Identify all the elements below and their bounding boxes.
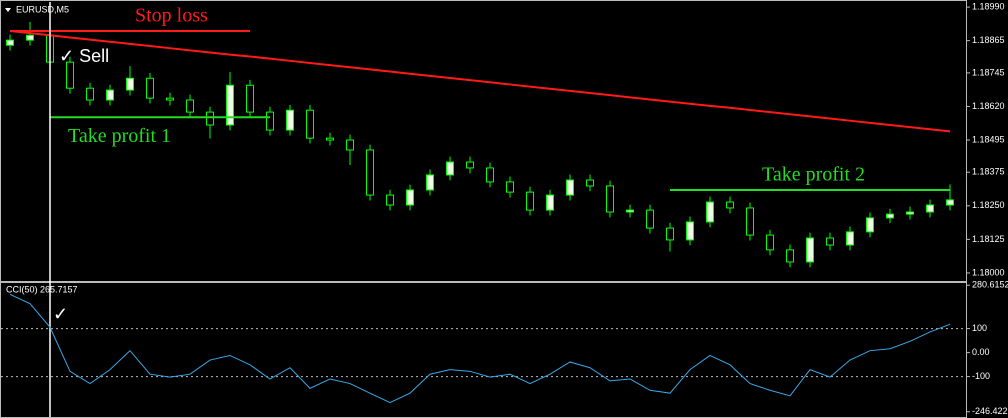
candle-body (926, 204, 934, 213)
candle-body (26, 34, 34, 41)
candle-body (706, 201, 714, 223)
y-tick-label: -100 (972, 371, 990, 381)
cci-line (9, 293, 951, 404)
signal-check: ✓ (53, 304, 68, 324)
y-tick-label: 1.18250 (972, 200, 1005, 210)
candle-body (646, 209, 654, 229)
candle-body (726, 201, 734, 209)
candle-body (106, 89, 114, 101)
candle-body (606, 185, 614, 213)
candle-body (806, 237, 814, 263)
cci-panel (0, 282, 967, 418)
candle-body (186, 99, 194, 113)
y-tick-label: 100 (972, 323, 987, 333)
y-tick-label: 1.18495 (972, 134, 1005, 144)
candle-body (546, 194, 554, 211)
candle-body (226, 84, 234, 126)
candle-body (886, 213, 894, 219)
y-tick-label: 1.18375 (972, 167, 1005, 177)
candle-body (526, 191, 534, 211)
candle-body (406, 189, 414, 206)
candle-body (166, 97, 174, 101)
candle-body (266, 111, 274, 131)
candle-body (586, 179, 594, 187)
level-label: Stop loss (135, 5, 208, 27)
y-tick-label: 1.18620 (972, 101, 1005, 111)
candle-body (66, 61, 74, 89)
menu-arrow (5, 8, 11, 12)
candle-body (826, 237, 834, 246)
candle-body (666, 227, 674, 241)
candle-body (446, 161, 454, 176)
y-tick-label: 1.18990 (972, 1, 1005, 11)
candle-body (786, 249, 794, 263)
candle-body (566, 179, 574, 196)
chart-title: EURUSD,M5 (16, 4, 69, 14)
candle-body (366, 149, 374, 196)
candle-body (326, 137, 334, 141)
candle-body (746, 207, 754, 236)
candle-body (6, 39, 14, 46)
candle-body (426, 174, 434, 191)
level-label: Take profit 2 (762, 164, 865, 186)
candle-body (486, 167, 494, 183)
y-tick-label: 1.18745 (972, 67, 1005, 77)
candle-body (766, 234, 774, 251)
candle-body (906, 211, 914, 215)
moving-average (9, 30, 951, 133)
y-tick-label: 1.18125 (972, 234, 1005, 244)
candle-body (506, 181, 514, 193)
y-tick-label: 1.18000 (972, 267, 1005, 277)
candle-body (286, 109, 294, 131)
y-tick-label: 280.6152 (972, 280, 1008, 290)
y-tick-label: -246.422 (972, 406, 1008, 416)
candle-body (126, 77, 134, 91)
candle-body (346, 139, 354, 151)
cci-title: CCI(50) 265.7157 (6, 284, 78, 294)
candle-body (146, 77, 154, 99)
candle-body (946, 199, 954, 206)
level-label: Take profit 1 (68, 125, 171, 147)
y-tick-label: 0.00 (972, 347, 990, 357)
y-tick-label: 1.18865 (972, 35, 1005, 45)
candle-body (86, 87, 94, 101)
candle-body (846, 231, 854, 246)
candle-body (866, 217, 874, 233)
candle-body (686, 221, 694, 241)
candle-body (246, 84, 254, 113)
candle-body (626, 209, 634, 213)
candle-body (386, 194, 394, 206)
candle-body (206, 111, 214, 126)
candle-body (306, 109, 314, 139)
candle-body (466, 161, 474, 169)
signal-label: ✓ Sell (59, 46, 109, 66)
